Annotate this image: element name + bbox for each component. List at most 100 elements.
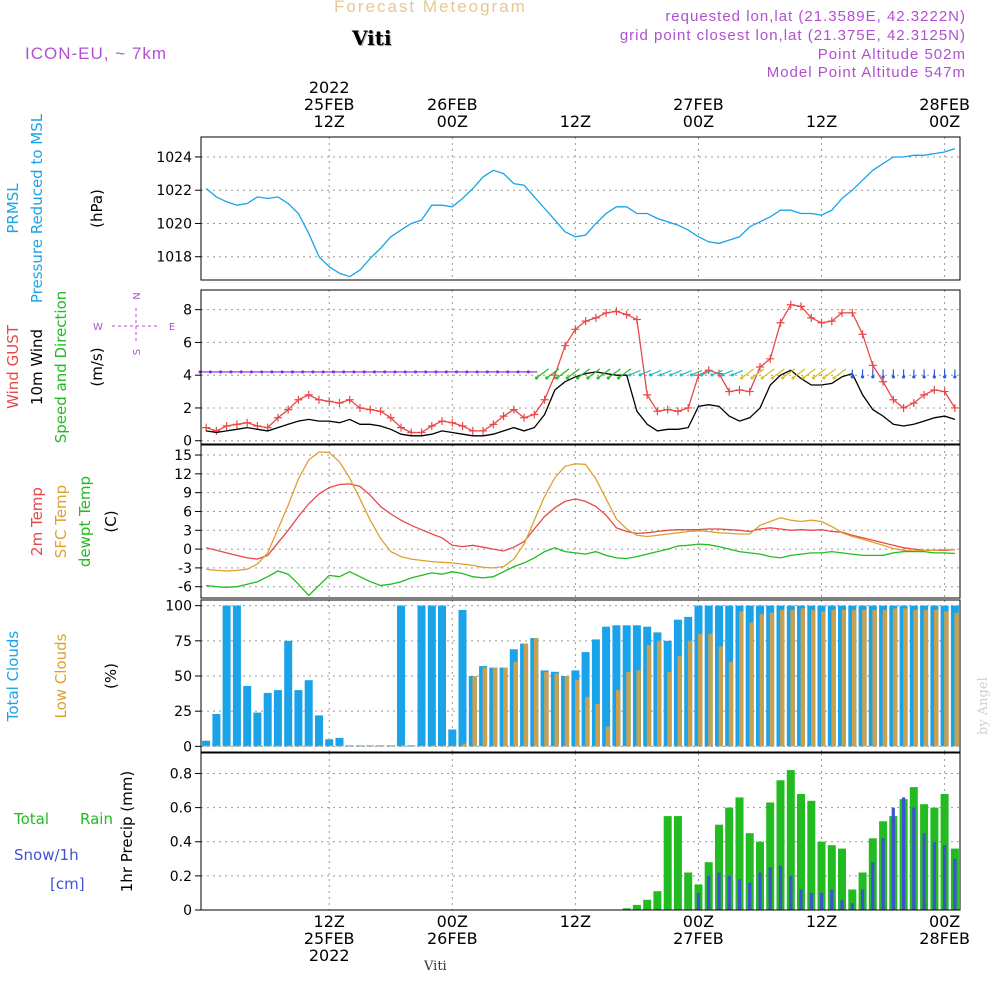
- bar-low: [441, 745, 446, 747]
- wind-direction-arrowhead: [526, 370, 530, 374]
- gust-marker: [212, 426, 221, 435]
- bar-low: [903, 608, 908, 747]
- y-tick-label: 0: [183, 542, 192, 558]
- bar-low: [564, 676, 570, 747]
- location-title: Viti: [352, 26, 392, 50]
- gust-marker: [345, 395, 354, 404]
- panel-label-clouds: Low Clouds: [52, 633, 70, 718]
- bottom-time-label: 12Z: [806, 912, 837, 931]
- gust-marker: [304, 390, 313, 399]
- gust-marker: [355, 403, 364, 412]
- bar-low: [851, 609, 857, 747]
- bar-low: [298, 745, 303, 747]
- wind-direction-arrow: [608, 368, 621, 379]
- wind-direction-arrowhead: [576, 376, 580, 380]
- wind-direction-arrowhead: [850, 375, 854, 379]
- bar-low: [708, 633, 713, 747]
- bar-low: [687, 640, 693, 747]
- bar-snow: [758, 872, 762, 910]
- y-tick-label: -3: [178, 561, 192, 577]
- bar-snow: [819, 892, 824, 910]
- gust-marker: [776, 318, 785, 327]
- wind-direction-arrowhead: [229, 370, 233, 374]
- wind-direction-arrow: [691, 369, 703, 376]
- wind-direction-arrowhead: [669, 373, 673, 377]
- gust-marker: [807, 313, 816, 322]
- wind-direction-arrowhead: [901, 375, 906, 379]
- wind-direction-arrowhead: [290, 370, 295, 374]
- wind-direction-arrowhead: [535, 376, 539, 380]
- bar-low: [882, 609, 888, 747]
- wind-direction-arrowhead: [424, 370, 428, 374]
- gust-marker: [889, 395, 898, 404]
- precip-label-cm: [cm]: [50, 875, 85, 893]
- wind-direction-arrowhead: [891, 375, 895, 379]
- wind-direction-arrowhead: [413, 370, 418, 374]
- wind-direction-arrowhead: [219, 370, 223, 374]
- wind-direction-arrowhead: [545, 376, 549, 380]
- gust-marker: [653, 407, 662, 416]
- gust-marker: [591, 313, 600, 322]
- wind-direction-arrowhead: [249, 370, 254, 374]
- wind-direction-arrowhead: [781, 376, 785, 380]
- gust-marker: [920, 390, 929, 399]
- bar-low: [821, 611, 826, 747]
- wind-direction-arrowhead: [606, 376, 610, 380]
- wind-direction-arrow: [833, 368, 847, 379]
- bar-total_rain: [684, 872, 693, 910]
- bar-total_rain: [848, 889, 857, 910]
- wind-direction-arrowhead: [860, 375, 865, 379]
- bar-total: [458, 609, 467, 747]
- bar-low: [328, 745, 334, 747]
- wind-direction-arrow: [732, 369, 744, 376]
- panel-label-clouds: Total Clouds: [4, 631, 22, 723]
- top-time-label: 00Z: [929, 112, 960, 131]
- bar-snow: [799, 889, 803, 910]
- bar-total_rain: [745, 833, 754, 910]
- top-time-label: 00Z: [437, 112, 468, 131]
- bar-low: [482, 667, 488, 747]
- bar-total: [417, 605, 426, 747]
- gust-marker: [468, 426, 477, 435]
- panel-label-pressure: PRMSL: [4, 183, 22, 234]
- gust-marker: [755, 363, 764, 371]
- bar-snow: [830, 889, 834, 910]
- y-tick-label: 25: [174, 704, 192, 720]
- bottom-time-label: 00Z: [929, 912, 960, 931]
- bar-low: [513, 661, 518, 747]
- wind-direction-arrowhead: [760, 376, 764, 380]
- wind-direction-arrowhead: [770, 376, 775, 380]
- bar-low: [226, 745, 231, 747]
- wind-direction-arrow: [823, 368, 837, 379]
- wind-direction-arrowhead: [393, 370, 397, 374]
- panel-temp: -6 -3 0 3 6 9 12 15 2m Temp SFC Temp dewpt Temp (C): [28, 444, 961, 599]
- wind-direction-arrow: [618, 368, 632, 379]
- bottom-time-label: 12Z: [560, 912, 591, 931]
- gust-marker: [879, 377, 888, 386]
- wind-direction-arrow: [741, 368, 755, 379]
- bar-total_rain: [735, 797, 744, 910]
- gust-marker: [673, 407, 682, 416]
- bar-total: [253, 712, 262, 747]
- bar-low: [246, 745, 252, 747]
- bar-snow: [871, 862, 875, 910]
- gust-marker: [489, 420, 498, 429]
- wind-direction-arrowhead: [791, 376, 795, 380]
- precip-label-rain: Rain: [80, 810, 113, 828]
- gust-marker: [397, 423, 406, 432]
- requested-coords: requested lon,lat (21.3589E, 42.3222N): [665, 8, 966, 25]
- gust-marker: [427, 421, 436, 430]
- y-tick-label: 50: [174, 669, 192, 685]
- product-title: Forecast Meteogram: [334, 0, 527, 16]
- gust-marker: [273, 413, 282, 422]
- wind-direction-arrow: [577, 368, 590, 379]
- wind-direction-arrowhead: [352, 370, 356, 374]
- bar-low: [257, 745, 262, 747]
- bar-low: [667, 671, 672, 747]
- wind-direction-arrow: [556, 368, 570, 379]
- y-tick-label: 0.2: [170, 869, 192, 885]
- bar-total: [202, 740, 211, 747]
- bar-low: [585, 697, 590, 747]
- y-tick-label: 8: [183, 303, 192, 319]
- bar-total: [243, 685, 252, 747]
